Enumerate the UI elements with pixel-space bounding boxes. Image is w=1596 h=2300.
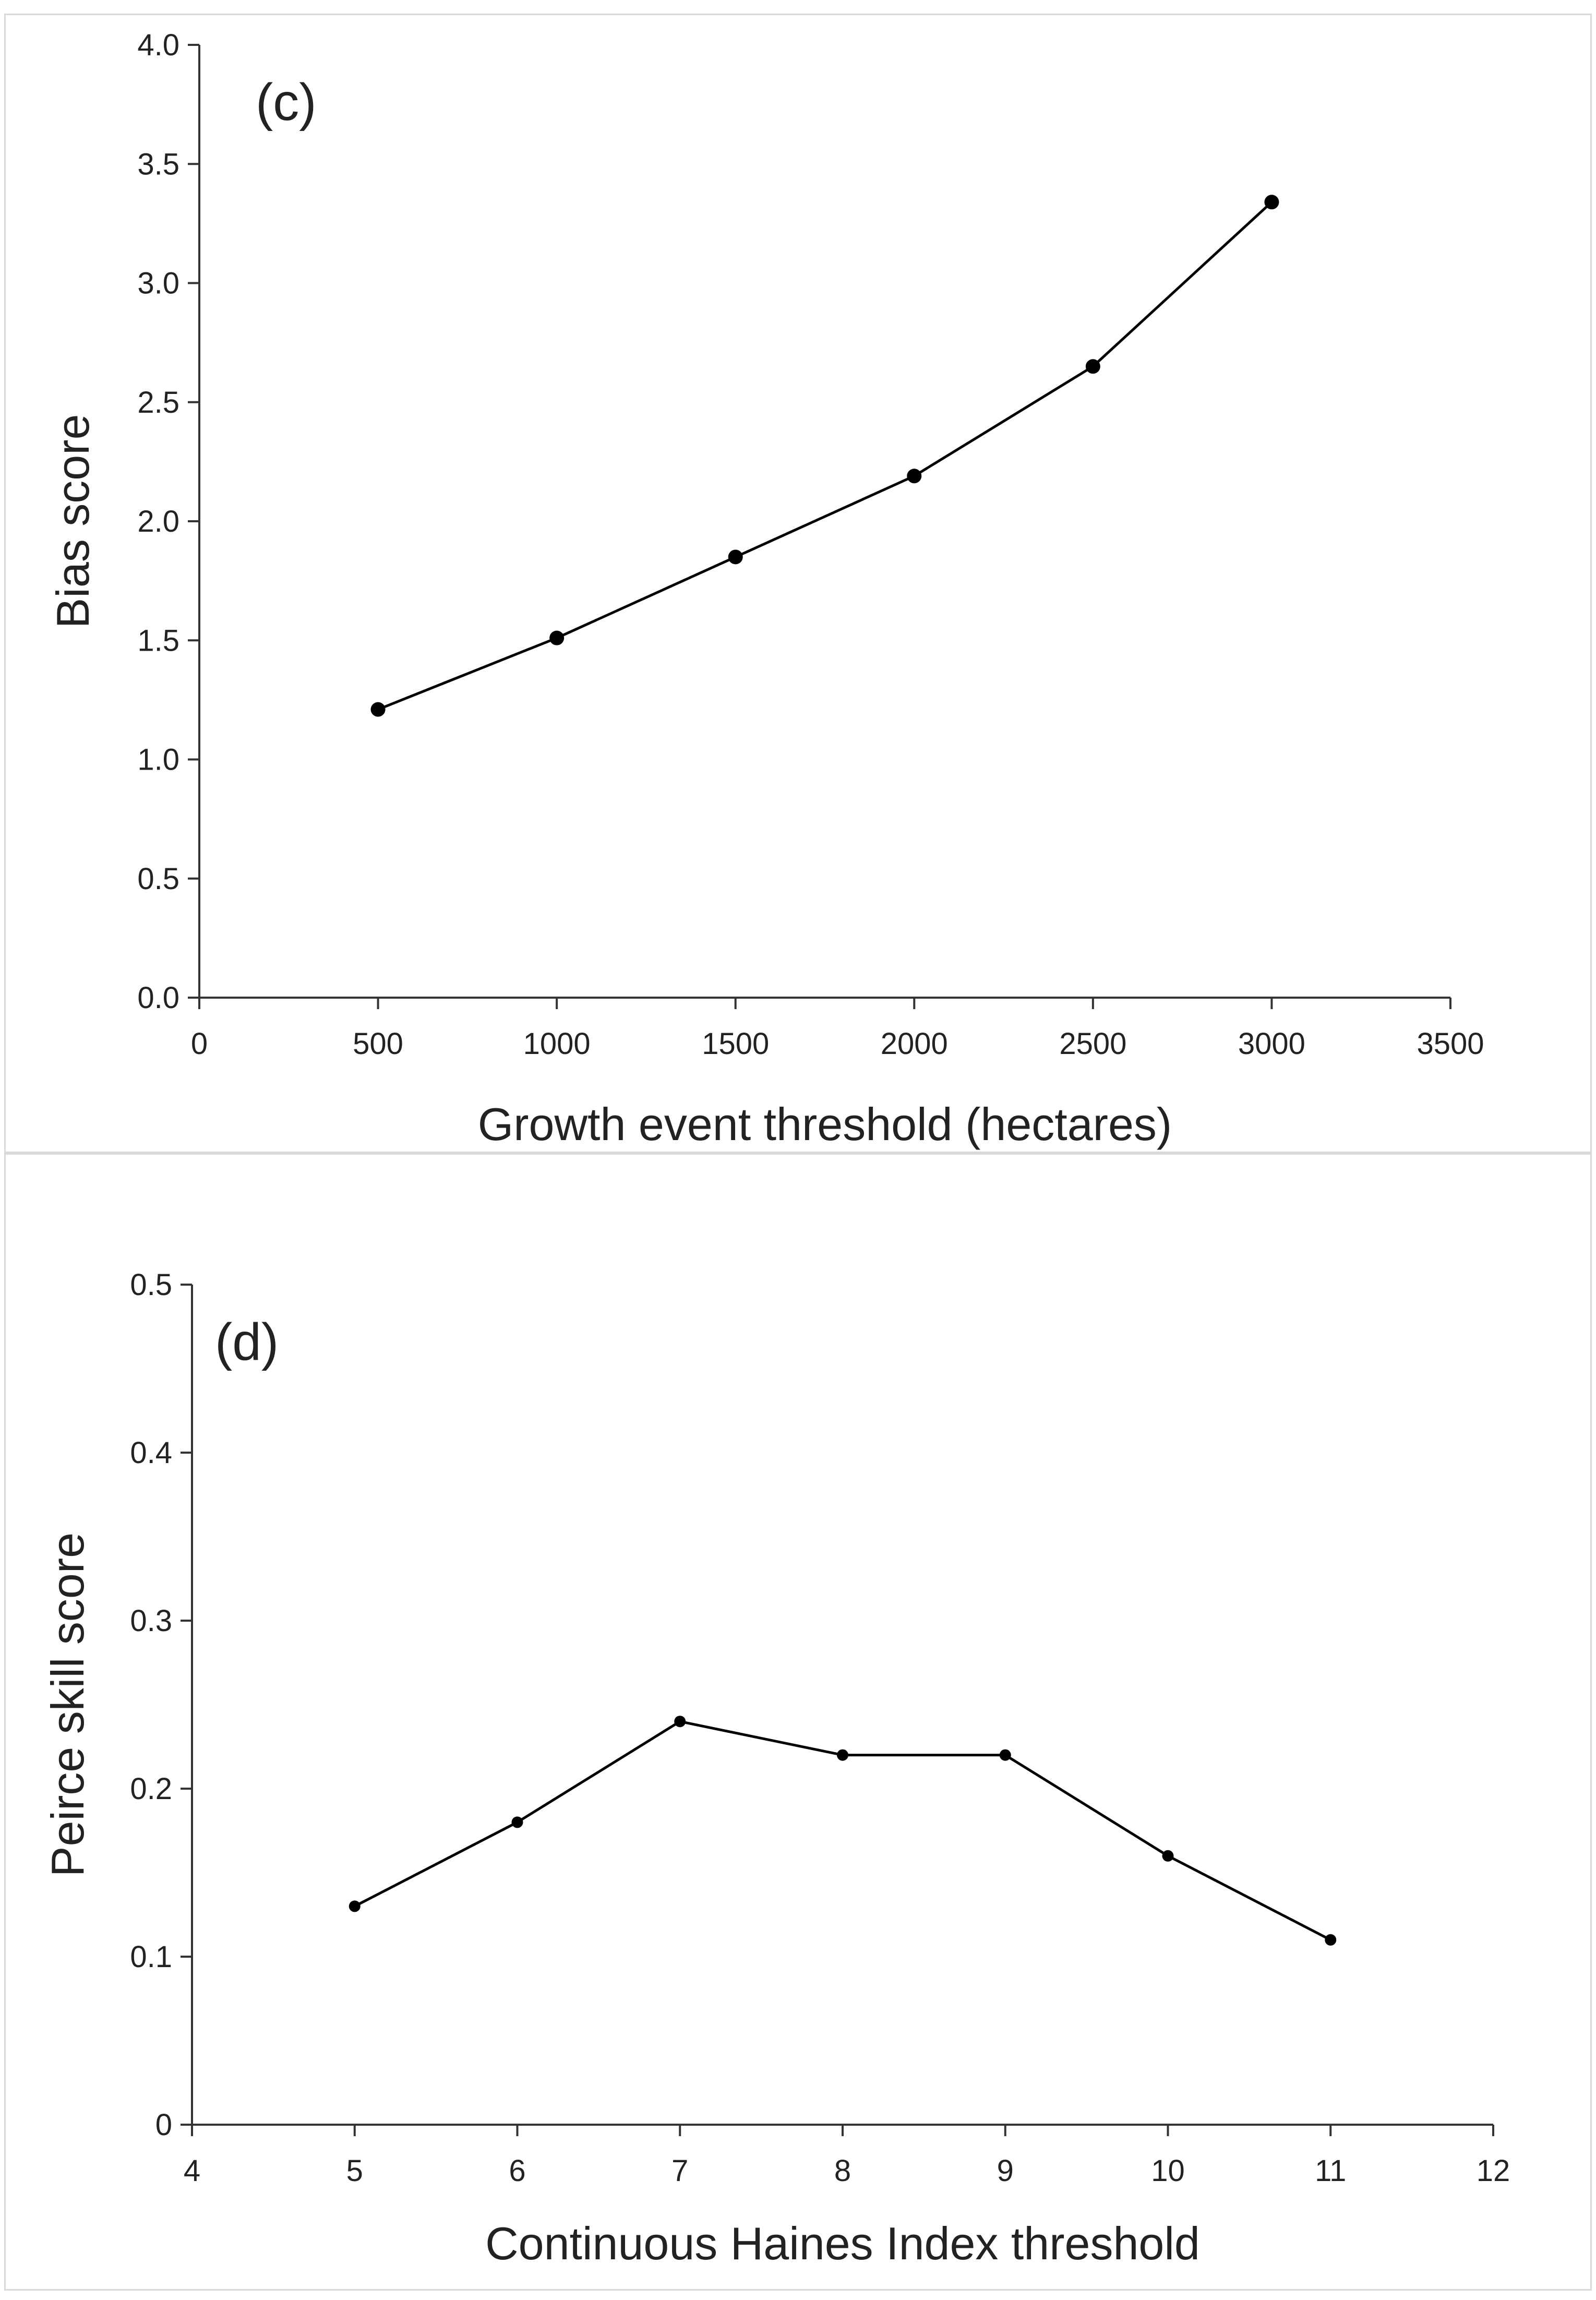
y-tick-label: 0.4 <box>130 1436 172 1470</box>
panel-label: (d) <box>215 1313 279 1371</box>
y-tick-label: 0.2 <box>130 1772 172 1806</box>
data-point <box>837 1749 848 1761</box>
x-axis-title: Continuous Haines Index threshold <box>485 2218 1200 2269</box>
x-tick-label: 12 <box>1477 2154 1510 2188</box>
x-tick-label: 7 <box>671 2154 688 2188</box>
y-axis-title: Bias score <box>47 414 99 629</box>
data-point <box>1325 1934 1337 1946</box>
panel-label: (c) <box>256 73 317 131</box>
data-point <box>674 1716 686 1728</box>
x-tick-label: 9 <box>997 2154 1014 2188</box>
y-tick-label: 0.5 <box>137 862 179 896</box>
x-tick-label: 1000 <box>523 1027 591 1061</box>
x-tick-label: 3500 <box>1417 1027 1484 1061</box>
y-tick-label: 1.5 <box>137 624 179 657</box>
data-point <box>349 1900 361 1912</box>
chart-panel-d: 0 0.1 0.2 0.3 0.4 0.5 4 5 6 7 8 9 10 11 12 Continuous H… <box>0 1153 1596 2300</box>
y-axis-title: Peirce skill score <box>42 1532 93 1877</box>
chart-frame-c <box>4 14 1592 1153</box>
y-tick-label: 2.5 <box>137 386 179 420</box>
x-tick-label: 2000 <box>881 1027 948 1061</box>
chart-panel-c: 0.0 0.5 1.0 1.5 2.0 2.5 3.0 3.5 4.0 0 500 1000 1500 2… <box>4 14 1592 1153</box>
data-point <box>511 1816 523 1828</box>
x-tick-label: 2500 <box>1059 1027 1126 1061</box>
series-line <box>377 201 1273 711</box>
peirce-skill-score-chart: 0 0.1 0.2 0.3 0.4 0.5 4 5 6 7 8 9 10 11 12 Continuous H… <box>42 1268 1510 2269</box>
y-tick-label: 0.3 <box>130 1604 172 1638</box>
data-point <box>907 469 922 484</box>
y-tick-label: 3.0 <box>137 267 179 301</box>
y-tick-label: 0.0 <box>137 981 179 1015</box>
data-point <box>1085 359 1100 374</box>
y-tick-label: 2.0 <box>137 505 179 538</box>
data-point <box>1264 195 1279 210</box>
data-point <box>728 549 743 565</box>
y-tick-label: 0 <box>155 2108 172 2142</box>
x-tick-label: 4 <box>184 2154 200 2188</box>
x-tick-label: 5 <box>346 2154 363 2188</box>
data-point <box>549 630 565 645</box>
y-tick-label: 3.5 <box>137 147 179 181</box>
x-tick-label: 6 <box>509 2154 525 2188</box>
data-point <box>1162 1850 1174 1862</box>
chart-frame-d <box>4 1153 1592 2291</box>
x-tick-label: 10 <box>1151 2154 1185 2188</box>
y-tick-label: 4.0 <box>137 28 179 62</box>
x-tick-label: 11 <box>1315 2154 1346 2188</box>
x-axis-title: Growth event threshold (hectares) <box>478 1098 1172 1150</box>
x-tick-label: 500 <box>353 1027 403 1061</box>
x-tick-label: 8 <box>834 2154 851 2188</box>
y-tick-label: 1.0 <box>137 743 179 777</box>
x-tick-label: 3000 <box>1238 1027 1305 1061</box>
x-tick-label: 0 <box>191 1027 208 1061</box>
y-tick-label: 0.5 <box>130 1268 172 1302</box>
y-tick-label: 0.1 <box>130 1940 172 1974</box>
x-tick-label: 1500 <box>702 1027 769 1061</box>
bias-score-chart: 0.0 0.5 1.0 1.5 2.0 2.5 3.0 3.5 4.0 0 500 1000 1500 2… <box>47 28 1484 1150</box>
data-point <box>999 1749 1011 1761</box>
data-point <box>370 702 386 717</box>
